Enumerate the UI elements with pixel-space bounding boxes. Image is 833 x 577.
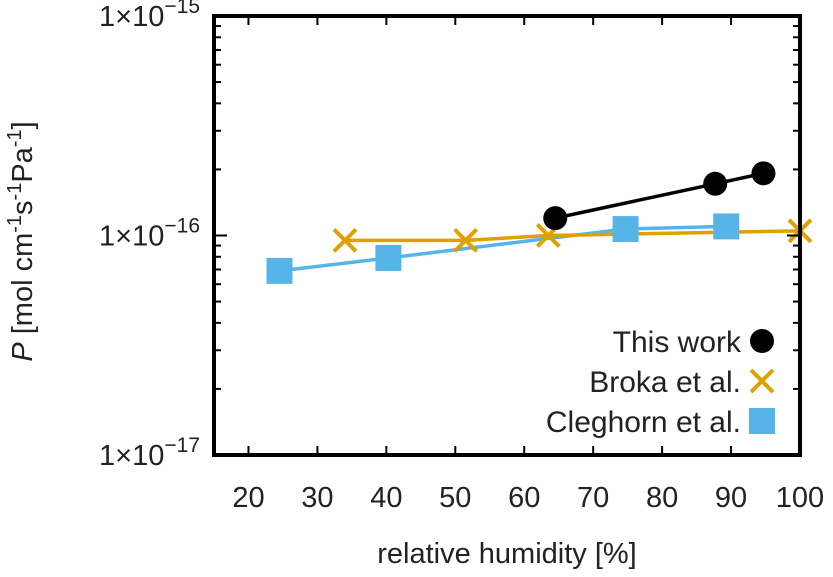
data-point-square	[266, 257, 293, 284]
data-point-circle	[703, 171, 728, 196]
y-axis-title: P [mol cm-1s-1Pa-1]	[4, 121, 39, 361]
y-tick-exponent: −17	[164, 434, 200, 457]
legend-label: This work	[613, 326, 742, 359]
y-tick-label: 1×10−17	[99, 434, 200, 472]
y-axis-symbol: P	[7, 342, 39, 362]
y-axis-title-part: ]	[7, 121, 39, 129]
y-axis: 1×10−171×10−161×10−15	[99, 0, 800, 472]
series-line	[344, 229, 801, 243]
x-tick-label: 80	[646, 482, 678, 514]
data-point-circle	[751, 161, 776, 186]
y-axis-title-superscript: -1	[4, 215, 26, 233]
x-tick-label: 90	[715, 482, 747, 514]
y-tick-mantissa: 1×10	[99, 1, 164, 33]
legend-label: Cleghorn et al.	[546, 406, 741, 439]
data-point-x	[332, 227, 358, 253]
data-point-square	[612, 216, 639, 243]
series-line	[554, 171, 764, 220]
x-tick-label: 40	[370, 482, 402, 514]
x-axis-title: relative humidity [%]	[377, 538, 637, 570]
y-tick-mantissa: 1×10	[99, 440, 164, 472]
data-point-square	[375, 244, 402, 271]
legend-marker-square	[749, 408, 775, 434]
y-axis-title-part: Pa	[7, 146, 39, 182]
y-tick-label: 1×10−16	[99, 215, 200, 253]
legend-label: Broka et al.	[589, 366, 741, 399]
x-tick-label: 100	[776, 482, 824, 514]
y-tick-exponent: −15	[164, 0, 200, 18]
legend-marker-circle	[750, 329, 774, 353]
x-tick-label: 20	[232, 482, 264, 514]
series-line	[279, 224, 727, 273]
y-axis-title-superscript: -1	[4, 129, 26, 147]
legend: This work Broka et al. Cleghorn et al.	[546, 326, 775, 439]
x-tick-label: 60	[508, 482, 540, 514]
x-tick-label: 30	[301, 482, 333, 514]
y-tick-exponent: −16	[164, 215, 200, 238]
y-tick-mantissa: 1×10	[99, 221, 164, 253]
legend-marker-x	[749, 368, 775, 394]
data-point-x	[453, 227, 479, 253]
y-tick-label: 1×10−15	[99, 0, 200, 33]
y-axis-title-part: [mol cm	[7, 233, 39, 343]
data-point-circle	[543, 206, 568, 231]
y-axis-title-part: s	[7, 200, 39, 215]
y-axis-title-superscript: -1	[4, 183, 26, 201]
x-tick-label: 70	[577, 482, 609, 514]
x-tick-label: 50	[439, 482, 471, 514]
series-markers	[266, 161, 813, 284]
data-point-square	[713, 213, 740, 240]
x-axis: 20 30 40 50 60 70 80 90 100	[232, 16, 824, 514]
